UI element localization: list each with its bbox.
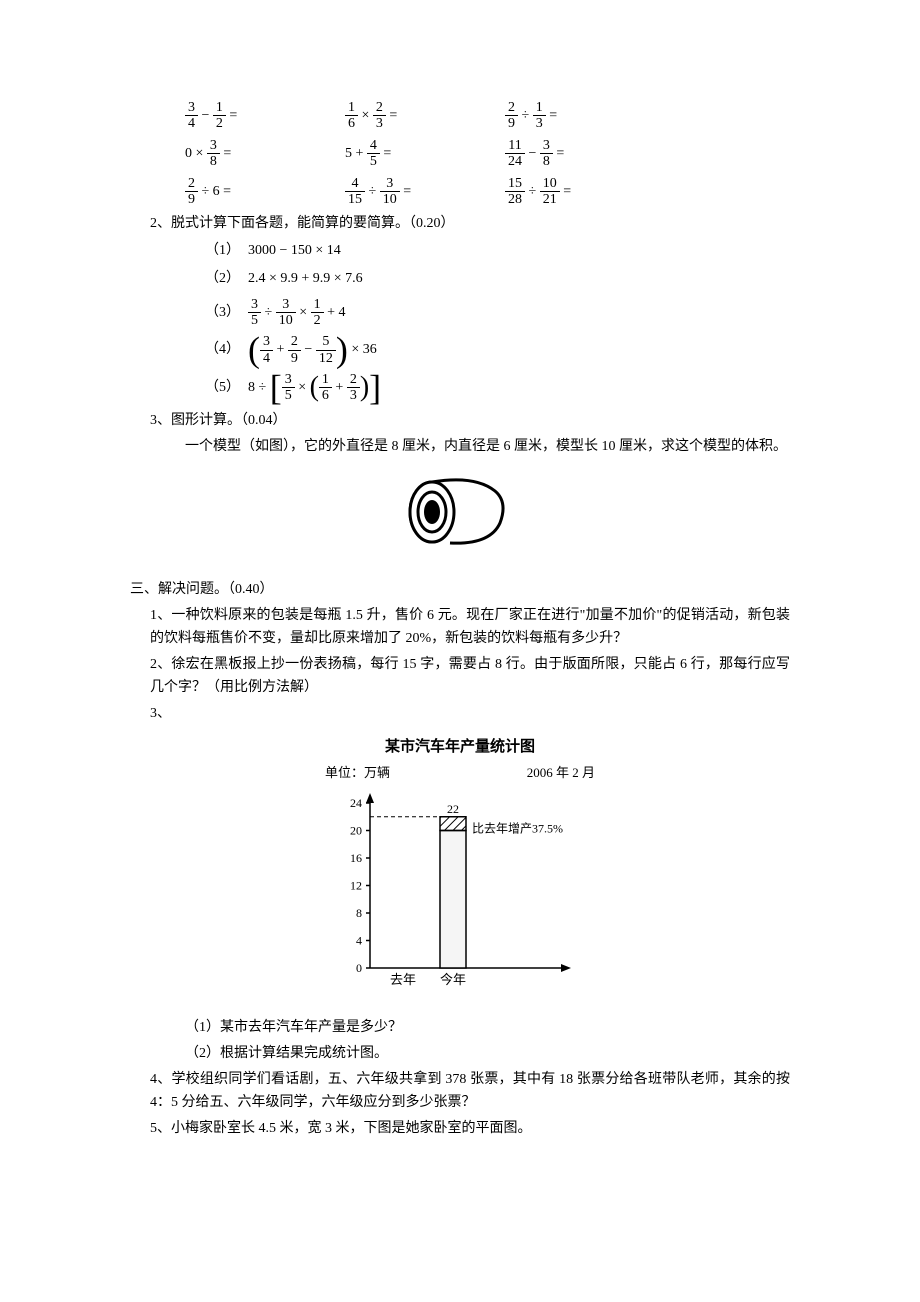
chart-date: 2006 年 2 月 <box>527 763 595 784</box>
svg-text:24: 24 <box>350 796 362 810</box>
sec3-title: 3、图形计算。（0.04） <box>150 410 790 432</box>
chart-title: 某市汽车年产量统计图 <box>130 735 790 759</box>
svg-text:0: 0 <box>356 961 362 975</box>
sec2-item: （4）(34 + 29 − 512) × 36 <box>205 334 790 366</box>
svg-text:比去年增产37.5%: 比去年增产37.5% <box>472 822 563 836</box>
equation-item: 34 − 12 = <box>185 100 295 132</box>
equation-item: 5 + 45 = <box>345 138 455 170</box>
equation-item: 16 × 23 = <box>345 100 455 132</box>
equation-item: 415 ÷ 310 = <box>345 176 455 208</box>
svg-text:22: 22 <box>447 802 459 816</box>
equation-row: 0 × 38 = 5 + 45 = 1124 − 38 = <box>185 138 790 170</box>
q4: 4、学校组织同学们看话剧，五、六年级共拿到 378 张票，其中有 18 张票分给… <box>150 1069 790 1114</box>
q2: 2、徐宏在黑板报上抄一份表扬稿，每行 15 字，需要占 8 行。由于版面所限，只… <box>150 654 790 699</box>
equation-item: 29 ÷ 13 = <box>505 100 615 132</box>
svg-text:去年: 去年 <box>390 972 416 987</box>
sec2-item: （1）3000 − 150 × 14 <box>205 240 790 262</box>
equation-item: 1528 ÷ 1021 = <box>505 176 615 208</box>
secIII-title: 三、解决问题。（0.40） <box>130 579 790 601</box>
q3-sub2: （2）根据计算结果完成统计图。 <box>185 1043 790 1065</box>
bar-chart: 某市汽车年产量统计图 单位：万辆 2006 年 2 月 0 4 8 12 16 20 24 2… <box>130 735 790 1006</box>
svg-text:20: 20 <box>350 824 362 838</box>
q3-sub1: （1）某市去年汽车年产量是多少？ <box>185 1017 790 1039</box>
svg-text:今年: 今年 <box>440 972 466 987</box>
svg-text:12: 12 <box>350 879 362 893</box>
equation-item: 0 × 38 = <box>185 138 295 170</box>
equation-item: 1124 − 38 = <box>505 138 615 170</box>
chart-svg: 0 4 8 12 16 20 24 22 比去年增产37.5% 去年 今年 <box>325 788 595 998</box>
equation-row: 29 ÷ 6 = 415 ÷ 310 = 1528 ÷ 1021 = <box>185 176 790 208</box>
q3-label: 3、 <box>150 703 790 725</box>
sec3-body: 一个模型（如图），它的外直径是 8 厘米，内直径是 6 厘米，模型长 10 厘米… <box>185 436 790 458</box>
svg-text:4: 4 <box>356 934 362 948</box>
sec2-item: （5）8 ÷ [35 × (16 + 23)] <box>205 372 790 404</box>
cylinder-figure <box>130 471 790 561</box>
chart-unit: 单位：万辆 <box>325 763 390 784</box>
equation-block: 34 − 12 = 16 × 23 = 29 ÷ 13 = 0 × 38 = 5 + 4… <box>130 100 790 207</box>
equation-item: 29 ÷ 6 = <box>185 176 295 208</box>
equation-row: 34 − 12 = 16 × 23 = 29 ÷ 13 = <box>185 100 790 132</box>
sec2-title: 2、脱式计算下面各题，能简算的要简算。（0.20） <box>150 213 790 235</box>
sec2-item: （3）35 ÷ 310 × 12 + 4 <box>205 297 790 329</box>
svg-text:8: 8 <box>356 906 362 920</box>
q5: 5、小梅家卧室长 4.5 米，宽 3 米，下图是她家卧室的平面图。 <box>150 1118 790 1140</box>
sec2-items: （1）3000 − 150 × 14 （2）2.4 × 9.9 + 9.9 × 7… <box>130 240 790 404</box>
svg-text:16: 16 <box>350 851 362 865</box>
sec2-item: （2）2.4 × 9.9 + 9.9 × 7.6 <box>205 268 790 290</box>
q1: 1、一种饮料原来的包装是每瓶 1.5 升，售价 6 元。现在厂家正在进行"加量不… <box>150 605 790 650</box>
